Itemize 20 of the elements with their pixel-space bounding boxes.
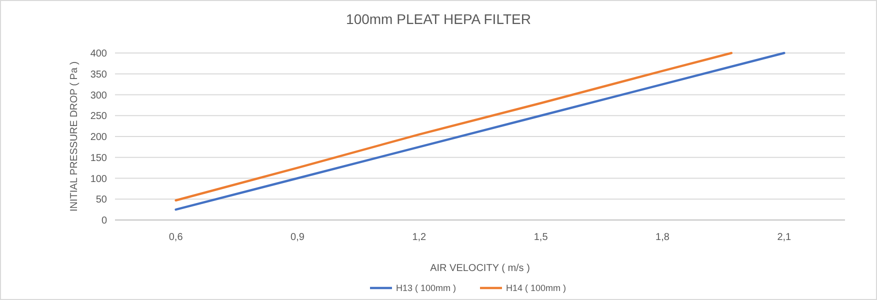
y-tick-label: 300 — [90, 90, 108, 102]
x-tick-label: 2,1 — [777, 232, 792, 243]
y-tick-label: 0 — [101, 216, 108, 226]
y-tick-label: 350 — [90, 69, 108, 80]
y-tick-label: 250 — [90, 111, 108, 122]
legend-label: H14 ( 100mm ) — [506, 283, 566, 294]
y-tick-label: 400 — [90, 48, 108, 60]
y-tick-label: 50 — [96, 194, 108, 206]
legend-label: H13 ( 100mm ) — [396, 283, 456, 294]
x-tick-label: 1,2 — [412, 232, 427, 243]
x-tick-label: 1,5 — [534, 232, 548, 243]
x-tick-label: 0,6 — [168, 232, 184, 243]
y-tick-label: 150 — [90, 152, 108, 164]
x-tick-label: 1,8 — [656, 232, 670, 243]
y-tick-label: 100 — [90, 174, 108, 185]
y-tick-label: 200 — [90, 132, 108, 143]
x-tick-label: 0,9 — [290, 232, 305, 243]
y-axis-title: INITIAL PRESSURE DROP ( Pa ) — [69, 61, 80, 212]
x-axis-title: AIR VELOCITY ( m/s ) — [430, 263, 530, 274]
chart-title: 100mm PLEAT HEPA FILTER — [346, 11, 531, 27]
